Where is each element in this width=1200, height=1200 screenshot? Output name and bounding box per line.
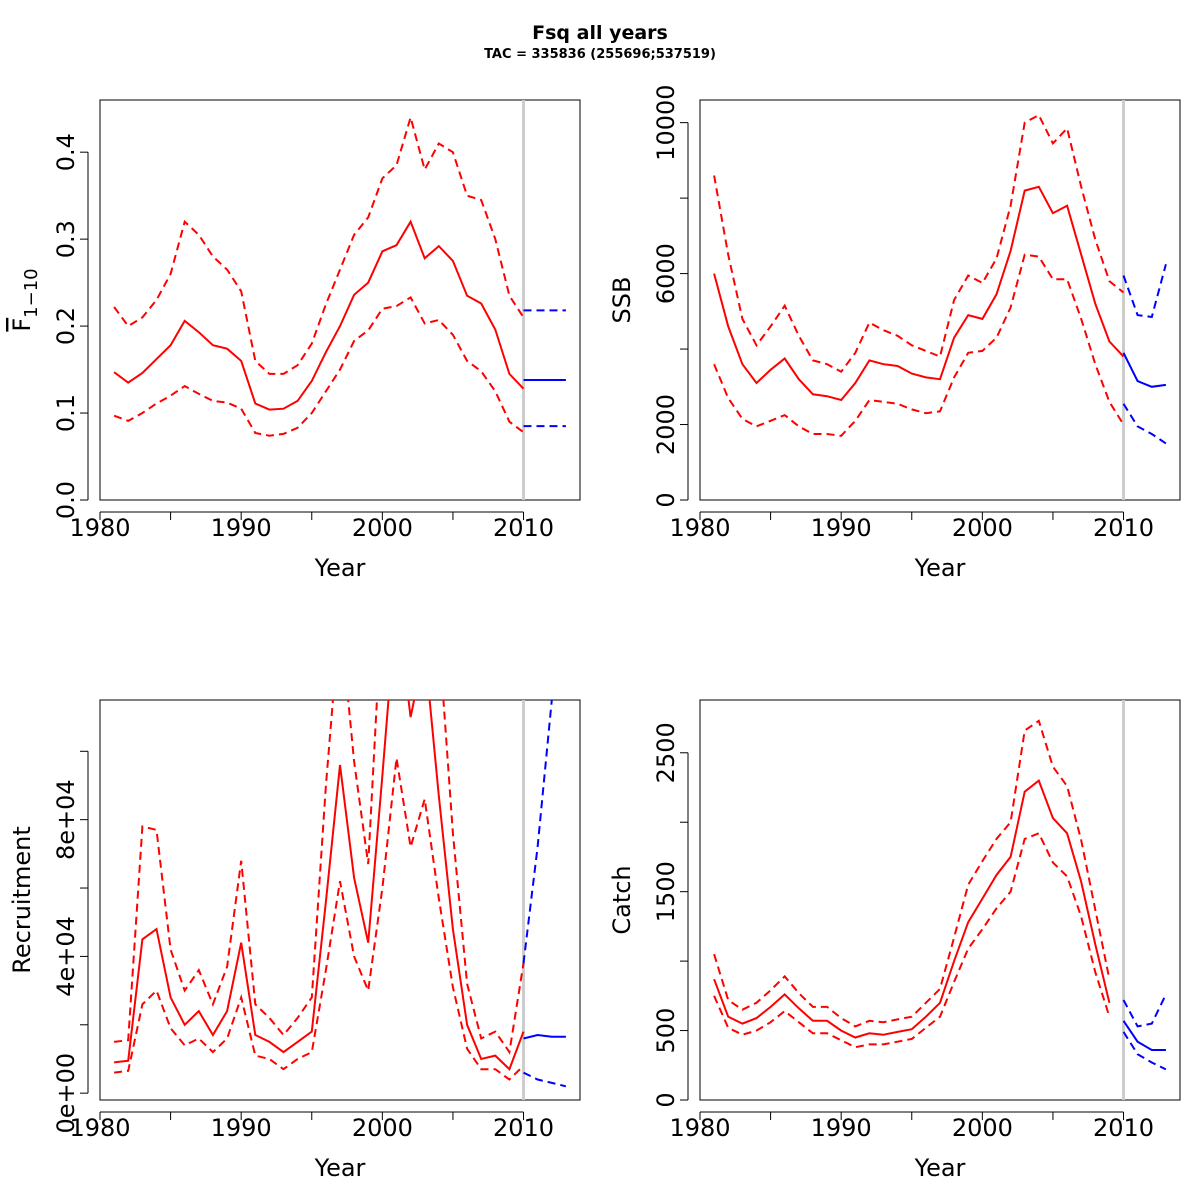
forecast-estimate-line — [523, 1033, 566, 1040]
forecast-upper-bound-line — [1122, 993, 1167, 1028]
plot-frame — [99, 699, 581, 1101]
forecast-upper-bound-line — [522, 700, 553, 964]
history-upper-bound-line — [713, 113, 1125, 373]
x-tick-label: 1990 — [811, 514, 872, 542]
y-axis-label: F1−10 — [8, 268, 42, 331]
y-tick-label: 2500 — [652, 722, 680, 783]
x-tick-label: 2000 — [352, 1114, 413, 1142]
y-tick-label: 8e+04 — [52, 779, 80, 860]
x-tick-label: 1980 — [669, 514, 730, 542]
x-tick-label: 2010 — [493, 1114, 554, 1142]
forecast-lower-bound-line — [523, 1071, 567, 1088]
recruitment-panel: 1980 1990 2000 2010 Year 0e+00 4e+04 8e+04 Recru… — [8, 699, 581, 1182]
y-axis-label: SSB — [608, 277, 636, 324]
y-axis-label: Catch — [608, 865, 636, 934]
y-tick-label: 0.0 — [52, 481, 80, 519]
catch-panel: 1980 1990 2000 2010 Year 0 500 1500 2500 Catch — [608, 699, 1181, 1182]
plot-frame — [699, 99, 1181, 501]
history-estimate-line — [113, 219, 525, 411]
y-tick-label: 6000 — [652, 243, 680, 304]
y-tick-label: 0.1 — [52, 394, 80, 432]
y-tick-label: 0.2 — [52, 307, 80, 345]
forecast-lower-bound-line — [1122, 403, 1167, 445]
y-tick-label: 0e+00 — [52, 1053, 80, 1134]
y-tick-label: 0.3 — [52, 220, 80, 258]
x-axis-label: Year — [314, 554, 366, 582]
history-lower-bound-line — [113, 757, 525, 1081]
forecast-estimate-line — [1122, 352, 1167, 388]
forecast-upper-bound-line — [1122, 263, 1167, 319]
series-group — [113, 700, 567, 1088]
x-tick-label: 1980 — [669, 1114, 730, 1142]
history-estimate-line — [713, 185, 1125, 402]
history-estimate-line — [113, 700, 525, 1071]
history-lower-bound-line — [713, 253, 1125, 437]
x-tick-label: 1980 — [69, 514, 130, 542]
y-tick-label: 1500 — [652, 861, 680, 922]
y-tick-label: 4e+04 — [52, 916, 80, 997]
history-lower-bound-line — [113, 295, 525, 437]
x-axis-label: Year — [314, 1154, 366, 1182]
x-axis-label: Year — [914, 1154, 966, 1182]
series-group — [113, 113, 566, 437]
x-tick-label: 1990 — [211, 514, 272, 542]
x-tick-label: 2000 — [952, 1114, 1013, 1142]
figure-subtitle: TAC = 335836 (255696;537519) — [484, 47, 716, 62]
series-group — [713, 719, 1167, 1071]
x-axis-label: Year — [914, 554, 966, 582]
figure-header: Fsq all years TAC = 335836 (255696;53751… — [0, 0, 1200, 80]
f-panel: 1980 1990 2000 2010 Year 0.0 0.1 0.2 0.3 0.4 F1−10 — [8, 99, 581, 582]
y-tick-label: 0.4 — [52, 133, 80, 171]
x-tick-label: 1990 — [811, 1114, 872, 1142]
y-tick-label: 10000 — [652, 84, 680, 160]
history-upper-bound-line — [713, 719, 1111, 1028]
forecast-lower-bound-line — [1122, 1031, 1167, 1071]
y-axis-label: Recruitment — [8, 826, 36, 973]
ssb-panel: 1980 1990 2000 2010 Year 0 2000 6000 10000 SSB — [608, 84, 1181, 582]
history-upper-bound-line — [113, 113, 525, 375]
x-tick-label: 2010 — [1093, 1114, 1154, 1142]
plot-frame — [99, 99, 581, 501]
plot-frame — [699, 699, 1181, 1101]
history-lower-bound-line — [713, 832, 1111, 1049]
x-tick-label: 2000 — [352, 514, 413, 542]
x-tick-label: 1990 — [211, 1114, 272, 1142]
x-tick-label: 1980 — [69, 1114, 130, 1142]
figure-title: Fsq all years — [532, 22, 668, 44]
forecast-estimate-line — [1122, 1020, 1166, 1051]
history-upper-bound-line — [113, 700, 525, 1055]
history-estimate-line — [713, 778, 1111, 1039]
x-tick-label: 2010 — [1093, 514, 1154, 542]
y-tick-label: 0 — [652, 492, 680, 507]
y-tick-label: 2000 — [652, 394, 680, 455]
x-tick-label: 2000 — [952, 514, 1013, 542]
series-group — [713, 113, 1167, 445]
x-tick-label: 2010 — [493, 514, 554, 542]
y-tick-label: 500 — [652, 1008, 680, 1054]
y-tick-label: 0 — [652, 1092, 680, 1107]
